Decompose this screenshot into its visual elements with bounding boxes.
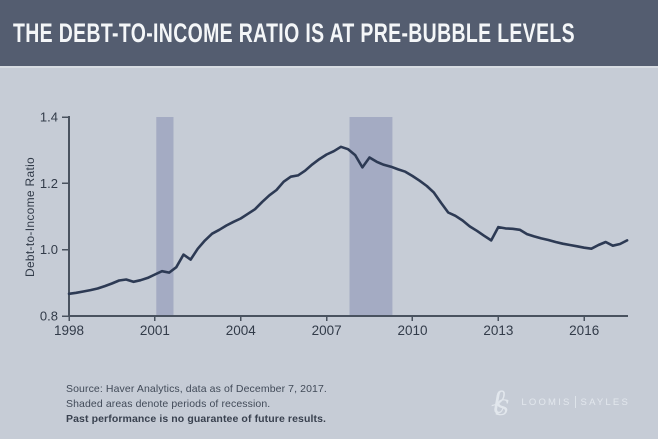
recession-note-line: Shaded areas denote periods of recession… (66, 398, 271, 410)
disclaimer-line: Past performance is no guarantee of futu… (66, 413, 327, 425)
axes (68, 116, 628, 317)
title-bar: THE DEBT-TO-INCOME RATIO IS AT PRE-BUBBL… (0, 0, 658, 68)
logo-divider (574, 396, 576, 408)
source-line: Source: Haver Analytics, data as of Dece… (66, 383, 327, 395)
monogram-l: ℓ (490, 382, 505, 422)
y-axis-title: Debt-to-Income Ratio (23, 157, 37, 277)
recession-band (156, 117, 174, 316)
page-title: THE DEBT-TO-INCOME RATIO IS AT PRE-BUBBL… (13, 17, 575, 48)
x-tick-label: 2013 (483, 323, 513, 338)
logo-loomis: LOOMIS (521, 396, 572, 408)
data-line (67, 145, 629, 296)
tick-labels: 0.8 1.0 1.2 1.4 1998 2001 2004 2007 2010 2013 2016 (40, 110, 599, 339)
tick-marks (62, 116, 585, 321)
x-tick-label: 2016 (569, 323, 599, 338)
x-tick-label: 2010 (397, 323, 427, 338)
y-tick-label: 1.2 (40, 176, 58, 191)
recession-bands (156, 117, 393, 316)
y-tick-label: 1.4 (40, 110, 58, 125)
x-tick-label: 1998 (54, 323, 84, 338)
logo-sayles: SAYLES (580, 396, 630, 408)
recession-band (349, 117, 393, 316)
y-tick-label: 0.8 (40, 309, 58, 324)
x-tick-label: 2001 (140, 323, 170, 338)
x-tick-label: 2004 (226, 323, 257, 338)
y-tick-label: 1.0 (40, 242, 58, 257)
monogram-s: S (494, 396, 510, 420)
x-tick-label: 2007 (312, 323, 342, 338)
source-note: Source: Haver Analytics, data as of Dece… (66, 382, 327, 427)
logo-wordmark: LOOMIS SAYLES (521, 396, 630, 408)
